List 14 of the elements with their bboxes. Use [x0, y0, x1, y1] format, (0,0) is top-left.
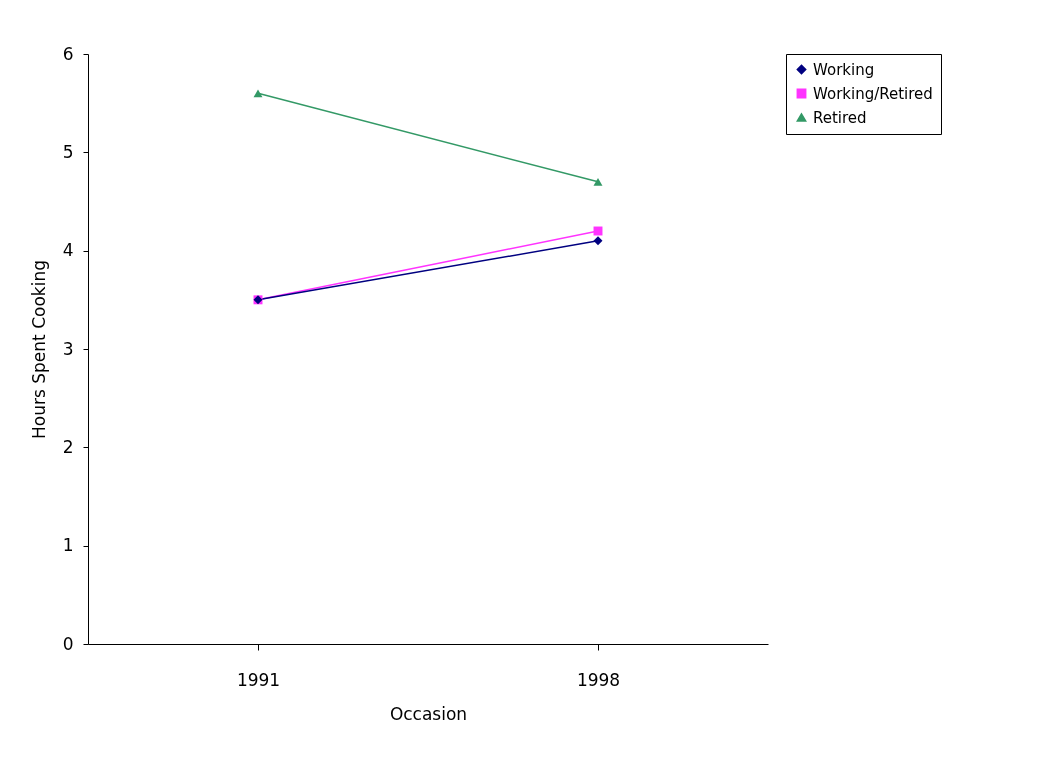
- x-tick-label: 1991: [236, 669, 281, 690]
- x-axis-title: Occasion: [389, 703, 468, 724]
- y-tick-label: 6: [62, 43, 74, 64]
- y-tick-label: 3: [62, 338, 74, 359]
- y-tick-label: 2: [62, 436, 74, 457]
- legend-label: Retired: [813, 108, 867, 127]
- y-tick-label: 1: [62, 535, 74, 556]
- y-tick-label: 4: [62, 240, 74, 261]
- y-tick-label: 0: [62, 633, 74, 654]
- y-tick-label: 5: [62, 141, 74, 162]
- y-axis-title: Hours Spent Cooking: [28, 260, 49, 439]
- legend-label: Working/Retired: [813, 84, 933, 103]
- legend-label: Working: [813, 60, 875, 79]
- x-tick-label: 1998: [576, 669, 621, 690]
